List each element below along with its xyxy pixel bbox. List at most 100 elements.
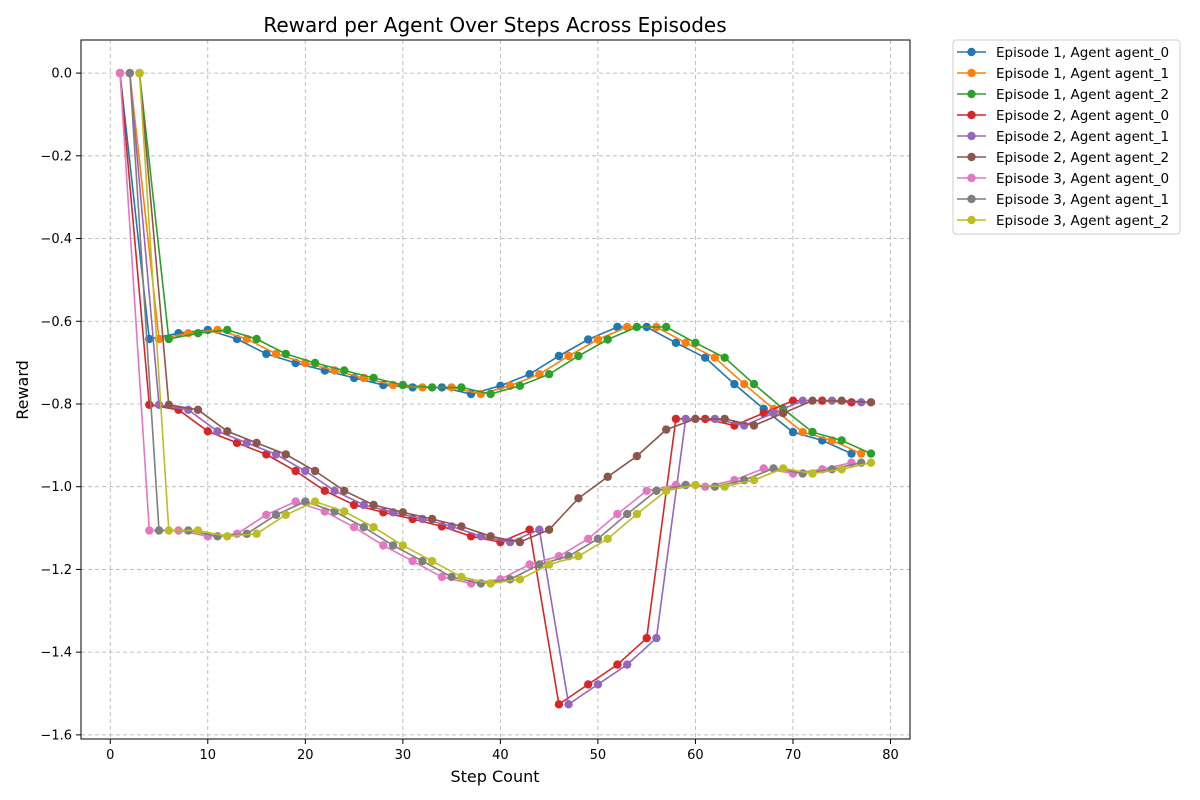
data-point — [340, 507, 349, 516]
legend-item: Episode 2, Agent agent_0 — [957, 108, 1169, 124]
x-axis: 0 10 20 30 40 50 60 70 80 — [106, 739, 899, 763]
data-point — [866, 449, 876, 458]
legend-box — [952, 39, 1181, 235]
series-line — [119, 73, 852, 706]
data-point — [574, 552, 583, 561]
legend-marker — [967, 110, 976, 120]
data-point — [301, 497, 310, 506]
data-point — [349, 523, 359, 532]
data-point — [769, 464, 778, 473]
data-point — [320, 486, 329, 495]
data-point — [759, 464, 768, 473]
y-tick-label: −0.4 — [40, 232, 72, 247]
data-point — [388, 541, 398, 550]
data-point — [398, 380, 407, 390]
data-point — [857, 449, 866, 458]
x-tick-label: 60 — [687, 748, 704, 763]
series-4 — [115, 68, 856, 709]
data-point — [701, 353, 710, 362]
series-line — [119, 73, 852, 585]
series-line — [138, 73, 872, 543]
data-point — [427, 556, 437, 566]
data-point — [203, 427, 212, 436]
data-point — [271, 349, 281, 359]
data-point — [623, 509, 632, 519]
data-point — [652, 633, 661, 643]
data-point — [720, 353, 729, 362]
y-tick-label: −1.2 — [40, 563, 72, 578]
data-point — [798, 427, 807, 437]
data-point — [544, 560, 554, 569]
legend: Episode 1, Agent agent_0 Episode 1, Agent… — [952, 39, 1181, 235]
data-point — [145, 526, 154, 535]
data-point — [281, 349, 290, 359]
data-point — [232, 438, 242, 448]
data-point — [525, 370, 534, 379]
data-point — [584, 680, 593, 689]
data-point — [632, 509, 642, 519]
data-point — [720, 482, 729, 491]
grid-lines — [81, 40, 910, 739]
legend-marker — [967, 47, 976, 57]
y-tick-label: −0.6 — [40, 315, 72, 330]
data-point — [262, 510, 271, 519]
data-point — [457, 572, 466, 582]
data-point — [340, 486, 349, 495]
legend-label: Episode 2, Agent agent_0 — [996, 108, 1169, 124]
data-point — [505, 575, 515, 584]
legend-marker — [967, 68, 976, 78]
data-point — [808, 427, 817, 437]
data-point — [369, 373, 378, 383]
legend-marker — [967, 215, 976, 225]
data-point — [564, 351, 573, 361]
data-point — [252, 529, 261, 538]
series-3 — [135, 68, 876, 458]
legend-label: Episode 3, Agent agent_2 — [996, 213, 1169, 229]
data-point — [486, 532, 495, 541]
data-point — [310, 466, 320, 476]
data-point — [613, 660, 622, 669]
chart-title: Reward per Agent Over Steps Across Episo… — [263, 13, 726, 37]
data-point — [369, 500, 378, 510]
y-tick-label: −1.6 — [40, 728, 72, 743]
y-axis-label: Reward — [13, 360, 32, 420]
data-point — [808, 396, 817, 405]
data-point — [584, 335, 593, 344]
data-point — [164, 334, 173, 344]
data-point — [671, 338, 681, 347]
data-point — [671, 414, 681, 424]
y-tick-label: −0.8 — [40, 397, 72, 412]
data-point — [740, 379, 749, 389]
data-point — [759, 408, 768, 418]
x-tick-label: 70 — [785, 748, 802, 763]
data-point — [535, 560, 544, 569]
data-point — [710, 353, 720, 362]
legend-item: Episode 3, Agent agent_2 — [957, 213, 1169, 229]
x-tick-label: 40 — [492, 748, 509, 763]
data-point — [525, 560, 534, 569]
data-point — [632, 451, 642, 461]
data-point — [535, 370, 544, 379]
x-axis-label: Step Count — [450, 767, 539, 786]
legend-item: Episode 2, Agent agent_1 — [957, 129, 1169, 145]
data-point — [193, 526, 203, 535]
series-line — [138, 73, 872, 455]
data-point — [359, 523, 368, 532]
legend-marker — [967, 89, 976, 99]
data-point — [418, 556, 427, 566]
data-point — [769, 408, 778, 418]
data-point — [593, 335, 603, 344]
data-point — [242, 529, 251, 538]
data-point — [154, 400, 164, 409]
data-point — [730, 379, 739, 389]
data-point — [749, 379, 759, 389]
data-point — [515, 537, 525, 547]
data-point — [574, 494, 583, 503]
series-layer — [115, 68, 876, 709]
data-point — [827, 465, 837, 474]
series-2 — [125, 68, 866, 458]
data-point — [340, 366, 349, 375]
data-point — [252, 438, 261, 448]
data-point — [359, 500, 368, 510]
